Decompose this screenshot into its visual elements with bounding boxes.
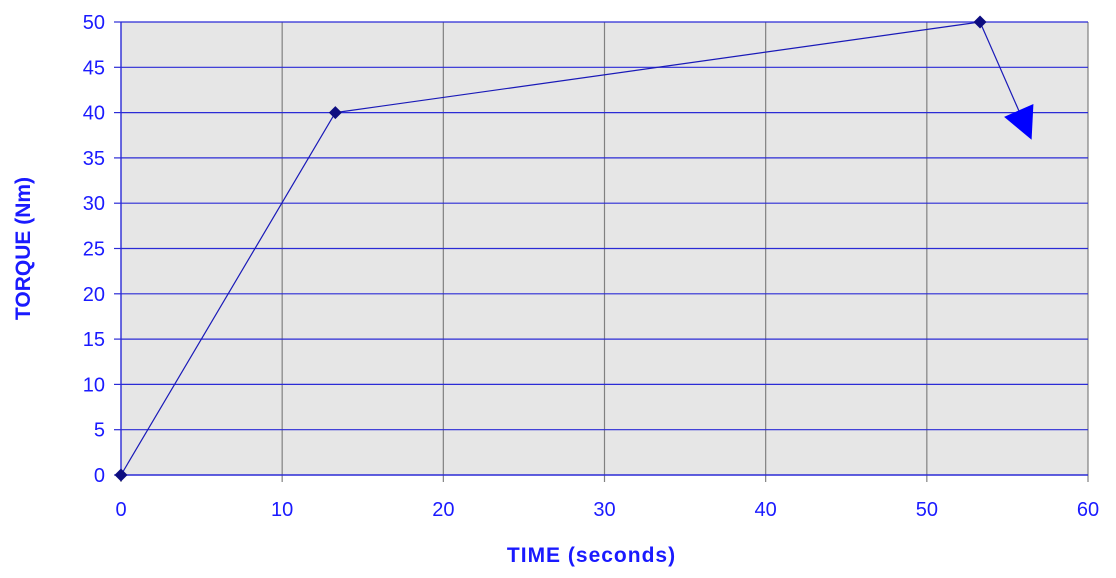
y-tick-label: 15 [83, 329, 105, 351]
y-tick-label: 50 [83, 12, 105, 34]
arrow-head [1004, 104, 1034, 140]
y-tick-label: 25 [83, 239, 105, 261]
y-tick-label: 45 [83, 57, 105, 79]
arrow-shaft [979, 21, 1020, 111]
series-layer [114, 15, 1034, 482]
x-tick-label: 20 [432, 499, 454, 521]
y-axis-title: TORQUE (Nm) [12, 177, 35, 320]
x-tick-label: 40 [755, 499, 777, 521]
tick-labels: 0 10 20 30 40 50 60 0 5 10 15 20 25 30 35 40 45 50 [83, 12, 1099, 521]
y-tick-label: 0 [94, 465, 105, 487]
x-tick-label: 10 [271, 499, 293, 521]
grid-lines [114, 21, 1089, 482]
x-tick-label: 0 [115, 499, 126, 521]
y-tick-label: 20 [83, 284, 105, 306]
data-point-marker [328, 106, 342, 120]
data-point-marker [114, 468, 128, 482]
y-tick-label: 40 [83, 103, 105, 125]
y-tick-label: 10 [83, 374, 105, 396]
x-tick-label: 60 [1077, 499, 1099, 521]
data-point-marker [973, 15, 987, 29]
y-tick-label: 5 [94, 420, 105, 442]
x-tick-label: 30 [593, 499, 615, 521]
x-tick-label: 50 [916, 499, 938, 521]
y-tick-label: 35 [83, 148, 105, 170]
x-axis-title: TIME (seconds) [507, 544, 676, 567]
y-tick-label: 30 [83, 193, 105, 215]
